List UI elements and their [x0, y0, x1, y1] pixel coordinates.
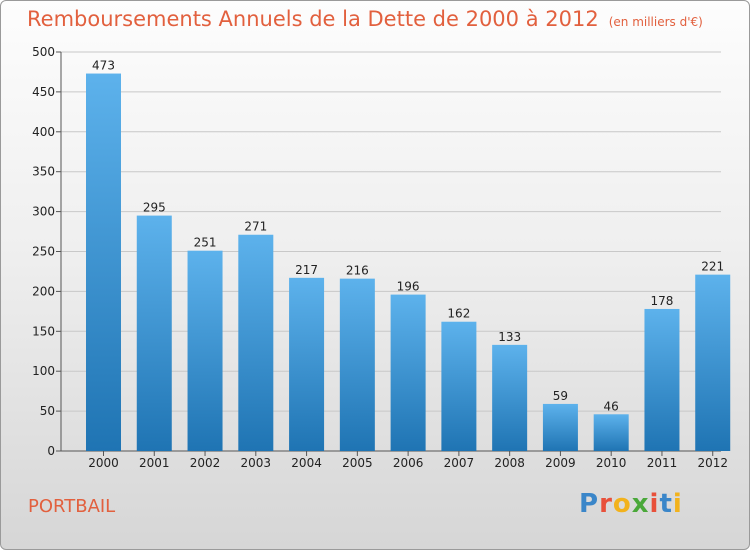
bar — [238, 234, 274, 451]
bar-value-label: 216 — [346, 264, 369, 278]
x-tick-label: 2009 — [545, 456, 576, 470]
logo-letter: x — [631, 489, 650, 519]
logo-letter: i — [672, 489, 683, 519]
x-tick-label: 2006 — [393, 456, 424, 470]
town-name: PORTBAIL — [28, 496, 116, 517]
y-tick-label: 300 — [32, 205, 55, 219]
bar — [136, 215, 172, 451]
y-tick-label: 400 — [32, 125, 55, 139]
x-tick-label: 2001 — [139, 456, 170, 470]
x-tick-label: 2011 — [647, 456, 678, 470]
bars — [86, 73, 731, 452]
x-tick-label: 2010 — [596, 456, 627, 470]
y-tick-label: 500 — [32, 45, 55, 59]
y-tick-label: 100 — [32, 364, 55, 378]
chart-title: Remboursements Annuels de la Dette de 20… — [27, 7, 599, 31]
x-tick-label: 2000 — [88, 456, 119, 470]
bar — [289, 277, 325, 451]
y-tick-label: 0 — [47, 444, 55, 458]
bar-value-label: 196 — [397, 280, 420, 294]
bar — [644, 308, 680, 451]
bar-value-label: 59 — [553, 389, 568, 403]
y-tick-label: 250 — [32, 245, 55, 259]
x-tick-label: 2012 — [697, 456, 728, 470]
bar-value-label: 162 — [447, 307, 470, 321]
bar-value-label: 178 — [651, 294, 674, 308]
x-tick-label: 2007 — [444, 456, 475, 470]
bar — [593, 414, 629, 451]
y-tick-label: 200 — [32, 284, 55, 298]
bar-value-label: 251 — [194, 236, 217, 250]
chart-title-block: Remboursements Annuels de la Dette de 20… — [27, 7, 703, 31]
bar-value-label: 133 — [498, 330, 521, 344]
y-tick-label: 450 — [32, 85, 55, 99]
proxiti-logo[interactable]: Proxiti — [579, 489, 683, 519]
bar-value-label: 221 — [701, 260, 724, 274]
logo-letter: P — [579, 489, 600, 519]
bar-value-label: 46 — [604, 399, 619, 413]
x-tick-label: 2004 — [291, 456, 322, 470]
logo-letter: i — [649, 489, 660, 519]
y-tick-label: 150 — [32, 324, 55, 338]
bar — [390, 294, 426, 451]
bar — [339, 278, 375, 451]
logo-letter: t — [659, 489, 673, 519]
chart-subtitle: (en milliers d'€) — [608, 15, 703, 29]
bar-value-label: 295 — [143, 201, 166, 215]
y-tick-label: 350 — [32, 165, 55, 179]
logo-letter: o — [612, 489, 632, 519]
bar — [542, 403, 578, 451]
bar — [187, 250, 223, 451]
bar-value-label: 271 — [244, 220, 267, 234]
x-tick-label: 2008 — [494, 456, 525, 470]
bar — [695, 274, 731, 451]
bar-value-label: 473 — [92, 59, 115, 73]
x-tick-label: 2005 — [342, 456, 373, 470]
x-tick-label: 2003 — [241, 456, 272, 470]
bar-value-label: 217 — [295, 263, 318, 277]
bar — [441, 321, 477, 451]
bar — [86, 73, 121, 452]
y-tick-label: 50 — [40, 404, 55, 418]
x-tick-label: 2002 — [190, 456, 221, 470]
bar — [492, 344, 528, 451]
labels: 0 50 100 150 200 250 300 350 400 450 500 473 2000 295… — [32, 45, 728, 470]
logo-letter: r — [599, 489, 613, 519]
